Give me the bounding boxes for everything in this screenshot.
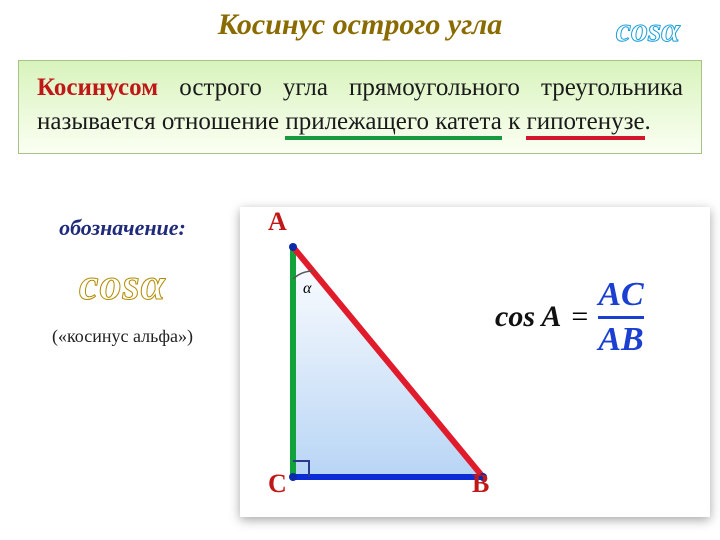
notation-symbol: cosα — [10, 259, 235, 310]
title-notation: cosα — [616, 12, 680, 50]
formula-denominator: AB — [598, 322, 643, 358]
formula-numerator: AC — [598, 277, 643, 313]
definition-to: к — [502, 108, 527, 135]
vertex-label-a: A — [268, 207, 287, 237]
cosine-formula: cos A = AC AB — [495, 277, 644, 357]
formula-lhs: cos A — [495, 300, 561, 334]
definition-adjacent-leg: прилежащего катета — [285, 108, 502, 140]
slide-root: Косинус острого угла cosα Косинусом остр… — [0, 0, 720, 540]
triangle-svg: α — [258, 217, 498, 507]
vertex-label-c: C — [268, 469, 287, 499]
definition-hypotenuse: гипотенузе — [526, 108, 644, 140]
definition-box: Косинусом острого угла прямоугольного тр… — [18, 60, 702, 154]
formula-var: A — [541, 300, 561, 333]
formula-fraction: AC AB — [598, 277, 643, 357]
lower-area: обозначение: cosα («косинус альфа») — [10, 205, 710, 530]
title-row: Косинус острого угла cosα — [10, 0, 710, 54]
vertex-dot-c — [289, 473, 297, 481]
notation-label: обозначение: — [10, 215, 235, 241]
vertex-dot-a — [289, 243, 297, 251]
definition-term: Косинусом — [37, 74, 158, 101]
diagram-panel: α A B C cos A = AC AB — [240, 207, 710, 517]
notation-column: обозначение: cosα («косинус альфа») — [10, 215, 235, 347]
vertex-label-b: B — [472, 469, 489, 499]
fraction-bar — [598, 316, 643, 319]
page-title: Косинус острого угла — [10, 8, 710, 42]
formula-equals: = — [571, 300, 588, 334]
definition-period: . — [645, 108, 651, 135]
formula-cos: cos — [495, 300, 541, 333]
alpha-label: α — [303, 280, 312, 297]
notation-reading: («косинус альфа») — [10, 326, 235, 347]
